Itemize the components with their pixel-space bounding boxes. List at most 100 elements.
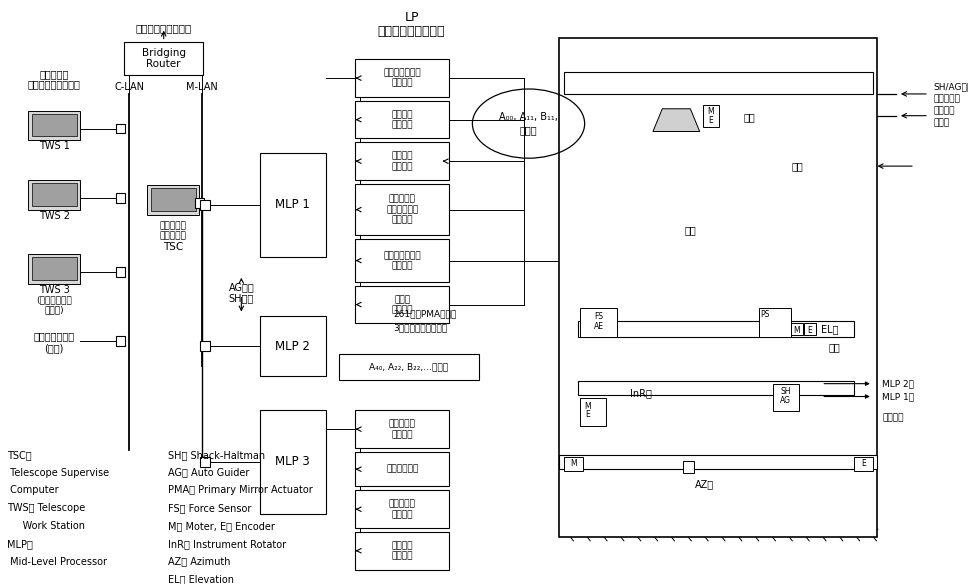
Bar	[195, 198, 204, 208]
Text: その他の
制御装置: その他の 制御装置	[391, 541, 413, 561]
Text: AGから: AGから	[228, 281, 255, 292]
Text: 観測装置: 観測装置	[882, 413, 903, 423]
Bar	[564, 457, 583, 471]
Text: AZ： Azimuth: AZ： Azimuth	[168, 557, 231, 566]
Text: TSC: TSC	[163, 242, 183, 252]
Bar	[355, 411, 449, 448]
Text: 焦点部共通
制御装置: 焦点部共通 制御装置	[389, 499, 415, 519]
Text: MLP：: MLP：	[8, 539, 33, 549]
Bar	[116, 267, 125, 277]
Bar	[260, 153, 325, 257]
Text: EL： Elevation: EL： Elevation	[168, 575, 234, 584]
Text: 振動副鏡
制御装置: 振動副鏡 制御装置	[391, 110, 413, 129]
Bar	[32, 183, 76, 206]
Bar	[200, 200, 209, 210]
Bar	[260, 317, 325, 376]
Bar	[703, 105, 719, 127]
Text: 熱制御機構
制御装置: 熱制御機構 制御装置	[389, 419, 415, 439]
Text: 視野回転・
大気分散補正
制御装置: 視野回転・ 大気分散補正 制御装置	[386, 194, 418, 224]
Text: MLP 1へ: MLP 1へ	[882, 392, 914, 401]
Text: Computer: Computer	[8, 485, 59, 495]
Bar	[578, 381, 854, 395]
Text: LP: LP	[405, 11, 419, 25]
Text: A₀₀, A₁₁, B₁₁,: A₀₀, A₁₁, B₁₁,	[499, 112, 558, 121]
Text: 望遠鏡制御: 望遠鏡制御	[40, 69, 69, 79]
Bar	[28, 254, 80, 284]
Bar	[260, 411, 325, 514]
Bar	[32, 114, 76, 137]
Bar	[564, 72, 873, 94]
Text: E: E	[709, 116, 713, 125]
Bar	[116, 336, 125, 346]
Text: TSC：: TSC：	[8, 450, 32, 460]
Bar	[772, 384, 799, 411]
Bar	[355, 452, 449, 486]
Bar	[560, 37, 877, 537]
Text: 望遠鏡制御: 望遠鏡制御	[160, 221, 187, 230]
Bar	[147, 185, 199, 214]
Text: TWS 1: TWS 1	[39, 141, 70, 151]
Bar	[792, 324, 802, 335]
Text: (複数): (複数)	[45, 343, 64, 353]
Text: シャッタ・風速
制御装置: シャッタ・風速 制御装置	[383, 68, 421, 88]
Bar	[355, 184, 449, 235]
Text: PMA： Primary Mirror Actuator: PMA： Primary Mirror Actuator	[168, 485, 313, 495]
Bar	[580, 398, 606, 426]
Text: 副鏡: 副鏡	[743, 112, 755, 121]
Text: E: E	[585, 410, 590, 419]
Bar	[854, 457, 873, 471]
Text: 主鏡: 主鏡	[684, 225, 696, 235]
Text: SH/AG用の: SH/AG用の	[933, 82, 968, 92]
Text: M： Moter, E： Encoder: M： Moter, E： Encoder	[168, 521, 275, 531]
Text: サーバ): サーバ)	[45, 305, 64, 314]
Text: Mid‐Level Processor: Mid‐Level Processor	[8, 557, 107, 566]
Text: MLP 1: MLP 1	[275, 198, 310, 211]
Bar	[339, 354, 479, 380]
Text: ドーム
制御装置: ドーム 制御装置	[391, 295, 413, 314]
Bar	[804, 324, 816, 335]
Text: ワークステーション: ワークステーション	[28, 79, 80, 89]
Bar	[28, 180, 80, 210]
Text: M: M	[570, 459, 577, 468]
Text: 保守用パソコン: 保守用パソコン	[34, 331, 75, 341]
Text: MLP 3: MLP 3	[276, 456, 310, 468]
Bar	[125, 41, 203, 75]
Text: 参照星の光: 参照星の光	[933, 95, 960, 103]
Bar	[759, 308, 792, 337]
Text: MLP 2: MLP 2	[275, 339, 310, 353]
Text: Telescope Supervise: Telescope Supervise	[8, 468, 109, 478]
Text: FS： Force Sensor: FS： Force Sensor	[168, 503, 252, 513]
Text: 観測する: 観測する	[933, 106, 955, 115]
Bar	[560, 455, 877, 469]
Text: AG: AG	[780, 396, 791, 405]
Text: 気象観測装置: 気象観測装置	[386, 465, 418, 474]
Text: Work Station: Work Station	[8, 521, 85, 531]
Text: PS: PS	[761, 310, 770, 319]
Bar	[682, 461, 694, 472]
Text: M: M	[584, 402, 590, 411]
Bar	[151, 188, 196, 211]
Bar	[355, 286, 449, 324]
Bar	[116, 193, 125, 203]
Text: 副鏡駆動
制御装置: 副鏡駆動 制御装置	[391, 151, 413, 171]
Text: M: M	[708, 107, 714, 116]
Bar	[200, 341, 209, 351]
Text: C‐LAN: C‐LAN	[114, 82, 144, 92]
Text: AG： Auto Guider: AG： Auto Guider	[168, 468, 250, 478]
Text: M: M	[794, 326, 801, 335]
Text: TWS 3: TWS 3	[39, 285, 70, 295]
Text: 架台: 架台	[829, 342, 840, 352]
Text: 星の光: 星の光	[933, 118, 950, 127]
Text: 望遠鏡射台駆動
制御装置: 望遠鏡射台駆動 制御装置	[383, 251, 421, 270]
Text: FS
AE: FS AE	[593, 312, 604, 331]
Text: MLP 2へ: MLP 2へ	[882, 379, 914, 388]
Text: 統括計算機: 統括計算機	[160, 231, 187, 240]
Text: SH： Shack‐Haltman: SH： Shack‐Haltman	[168, 450, 265, 460]
Text: E: E	[807, 326, 812, 335]
Bar	[116, 124, 125, 134]
Text: InR軸: InR軸	[629, 388, 651, 398]
Text: 261台のPMAと接続: 261台のPMAと接続	[393, 309, 456, 318]
Bar	[355, 60, 449, 97]
Text: A₄₀, A₂₂, B₂₂,…を補正: A₄₀, A₂₂, B₂₂,…を補正	[369, 362, 448, 371]
Bar	[355, 101, 449, 138]
